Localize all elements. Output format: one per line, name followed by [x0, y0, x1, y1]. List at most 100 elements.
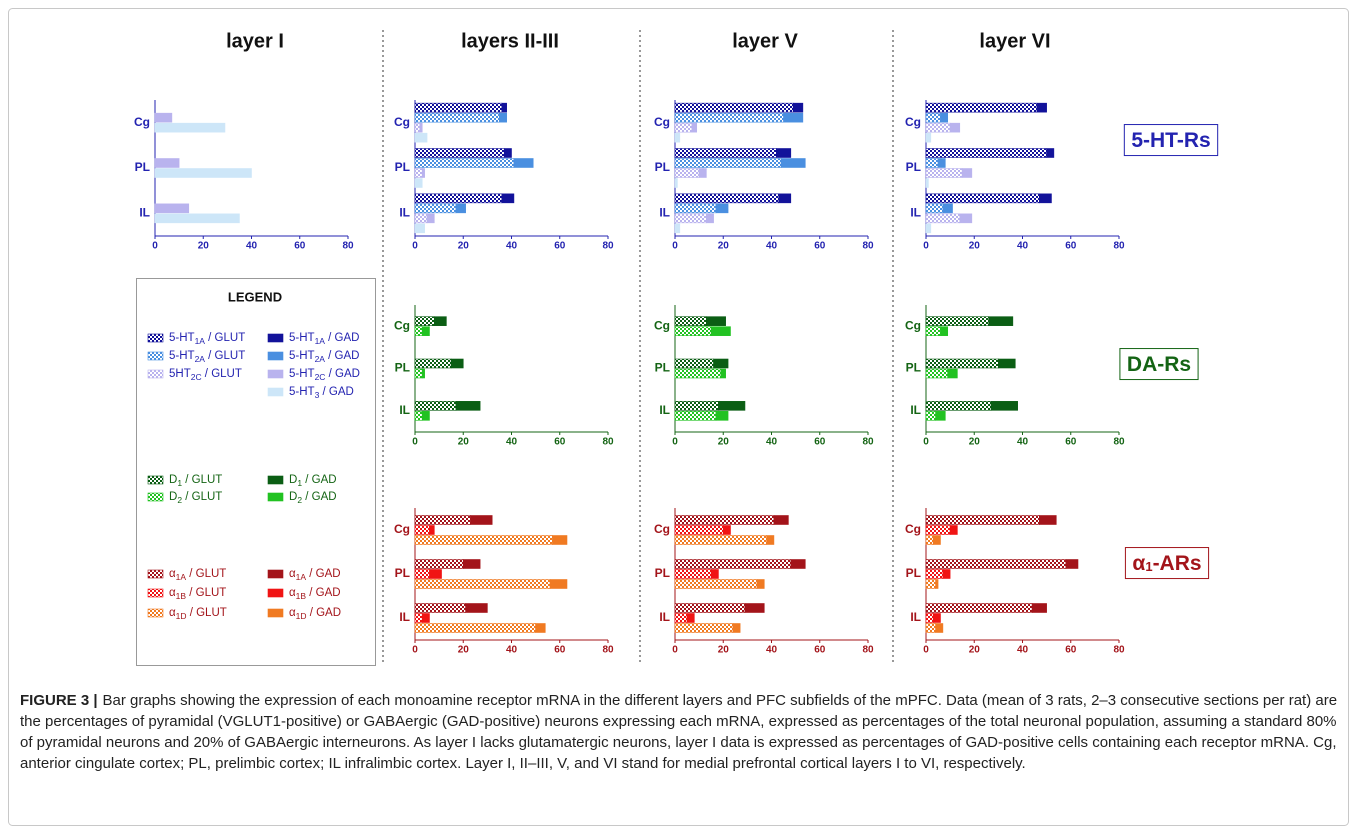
bar-segment — [780, 158, 806, 168]
bar-segment — [414, 213, 428, 224]
legend-label: 5-HT2A / GLUT — [169, 350, 245, 364]
receptor-label-box — [1123, 124, 1219, 157]
bar-segment — [414, 203, 457, 214]
text-part: / GAD — [306, 587, 341, 599]
legend-label: D1 / GLUT — [169, 474, 222, 488]
legend-label: 5-HT2C / GAD — [289, 368, 360, 382]
x-tick-label: 60 — [554, 437, 566, 448]
bar-segment — [1046, 148, 1055, 158]
subscript: 1A — [315, 336, 326, 346]
bar-segment — [925, 603, 1033, 613]
bar-segment — [715, 411, 729, 421]
bar-segment — [674, 223, 681, 234]
x-tick-label: 80 — [602, 437, 614, 448]
category-label: PL — [655, 160, 670, 174]
category-label: IL — [139, 206, 150, 220]
category-label: Cg — [394, 115, 410, 129]
bar-segment — [925, 213, 961, 224]
bar-segment — [414, 102, 503, 113]
bar-segment — [674, 525, 724, 535]
text-part: / GLUT — [202, 368, 242, 380]
category-label: IL — [910, 610, 921, 624]
bar-segment — [674, 569, 712, 579]
bar-segment — [465, 603, 488, 613]
bar-segment — [776, 148, 792, 158]
bar-segment — [414, 368, 423, 379]
bar-segment — [722, 525, 731, 535]
bar-segment — [961, 168, 973, 178]
x-tick-label: 40 — [506, 241, 518, 252]
bar-segment — [414, 515, 471, 525]
bar-segment — [674, 102, 794, 113]
x-tick-label: 0 — [672, 437, 678, 448]
x-tick-label: 0 — [923, 437, 929, 448]
x-tick-label: 0 — [152, 241, 158, 252]
bar-segment — [674, 401, 719, 411]
bar-segment — [414, 132, 428, 143]
text-part: α — [1132, 552, 1145, 575]
text-part: 5-HT — [169, 332, 195, 344]
bar-segment — [674, 368, 722, 379]
x-tick-label: 0 — [923, 645, 929, 656]
category-label: PL — [395, 361, 410, 375]
bar-segment — [674, 559, 792, 569]
bar-segment — [154, 158, 180, 168]
bar-segment — [414, 569, 430, 579]
bar-segment — [674, 122, 693, 133]
bar-segment — [988, 316, 1014, 326]
x-tick-label: 40 — [246, 241, 258, 252]
bar-segment — [925, 559, 1067, 569]
bar-segment — [947, 368, 958, 379]
x-tick-label: 20 — [458, 645, 470, 656]
bar-segment — [1065, 559, 1079, 569]
category-label: Cg — [905, 522, 921, 536]
bar-segment — [549, 579, 568, 589]
bar-segment — [421, 326, 430, 336]
bar-segment — [429, 569, 442, 579]
bar-segment — [940, 112, 949, 123]
x-tick-label: 20 — [718, 241, 730, 252]
bar-segment — [674, 168, 700, 178]
text-part: / GAD — [325, 350, 360, 362]
bar-segment — [414, 326, 423, 336]
bar-segment — [513, 158, 534, 168]
bar-segment — [154, 203, 190, 214]
receptor-label: DA-Rs — [1127, 353, 1191, 376]
x-tick-label: 40 — [1017, 437, 1029, 448]
bar-segment — [925, 569, 944, 579]
bar-segment — [414, 579, 551, 589]
category-label: IL — [399, 403, 410, 417]
text-part: / GAD — [325, 368, 360, 380]
bar-segment — [674, 193, 780, 204]
subscript: 2C — [191, 372, 202, 382]
bar-segment — [414, 623, 536, 633]
bar-segment — [462, 559, 481, 569]
bar-segment — [925, 525, 951, 535]
bar-segment — [925, 535, 934, 545]
bar-segment — [674, 148, 777, 158]
bar-segment — [935, 579, 939, 589]
bar-segment — [154, 122, 226, 133]
bar-segment — [414, 112, 500, 123]
bar-segment — [433, 316, 447, 326]
legend-label: 5-HT3 / GAD — [289, 386, 354, 400]
text-part: α — [289, 587, 296, 599]
bar-segment — [713, 358, 729, 369]
bar-segment — [674, 603, 746, 613]
category-label: IL — [659, 403, 670, 417]
text-part: / GAD — [302, 491, 337, 503]
bar-segment — [414, 525, 430, 535]
caption-label: FIGURE 3 | — [20, 692, 98, 709]
x-tick-label: 60 — [1065, 437, 1077, 448]
text-part: / GAD — [302, 474, 337, 486]
bar-segment — [925, 368, 949, 379]
x-tick-label: 20 — [718, 645, 730, 656]
bar-segment — [925, 579, 936, 589]
bar-segment — [942, 569, 951, 579]
category-label: PL — [395, 160, 410, 174]
subscript: 2A — [195, 354, 206, 364]
x-tick-label: 0 — [672, 645, 678, 656]
bar-segment — [674, 203, 717, 214]
x-tick-label: 80 — [862, 645, 874, 656]
x-tick-label: 80 — [1113, 437, 1125, 448]
